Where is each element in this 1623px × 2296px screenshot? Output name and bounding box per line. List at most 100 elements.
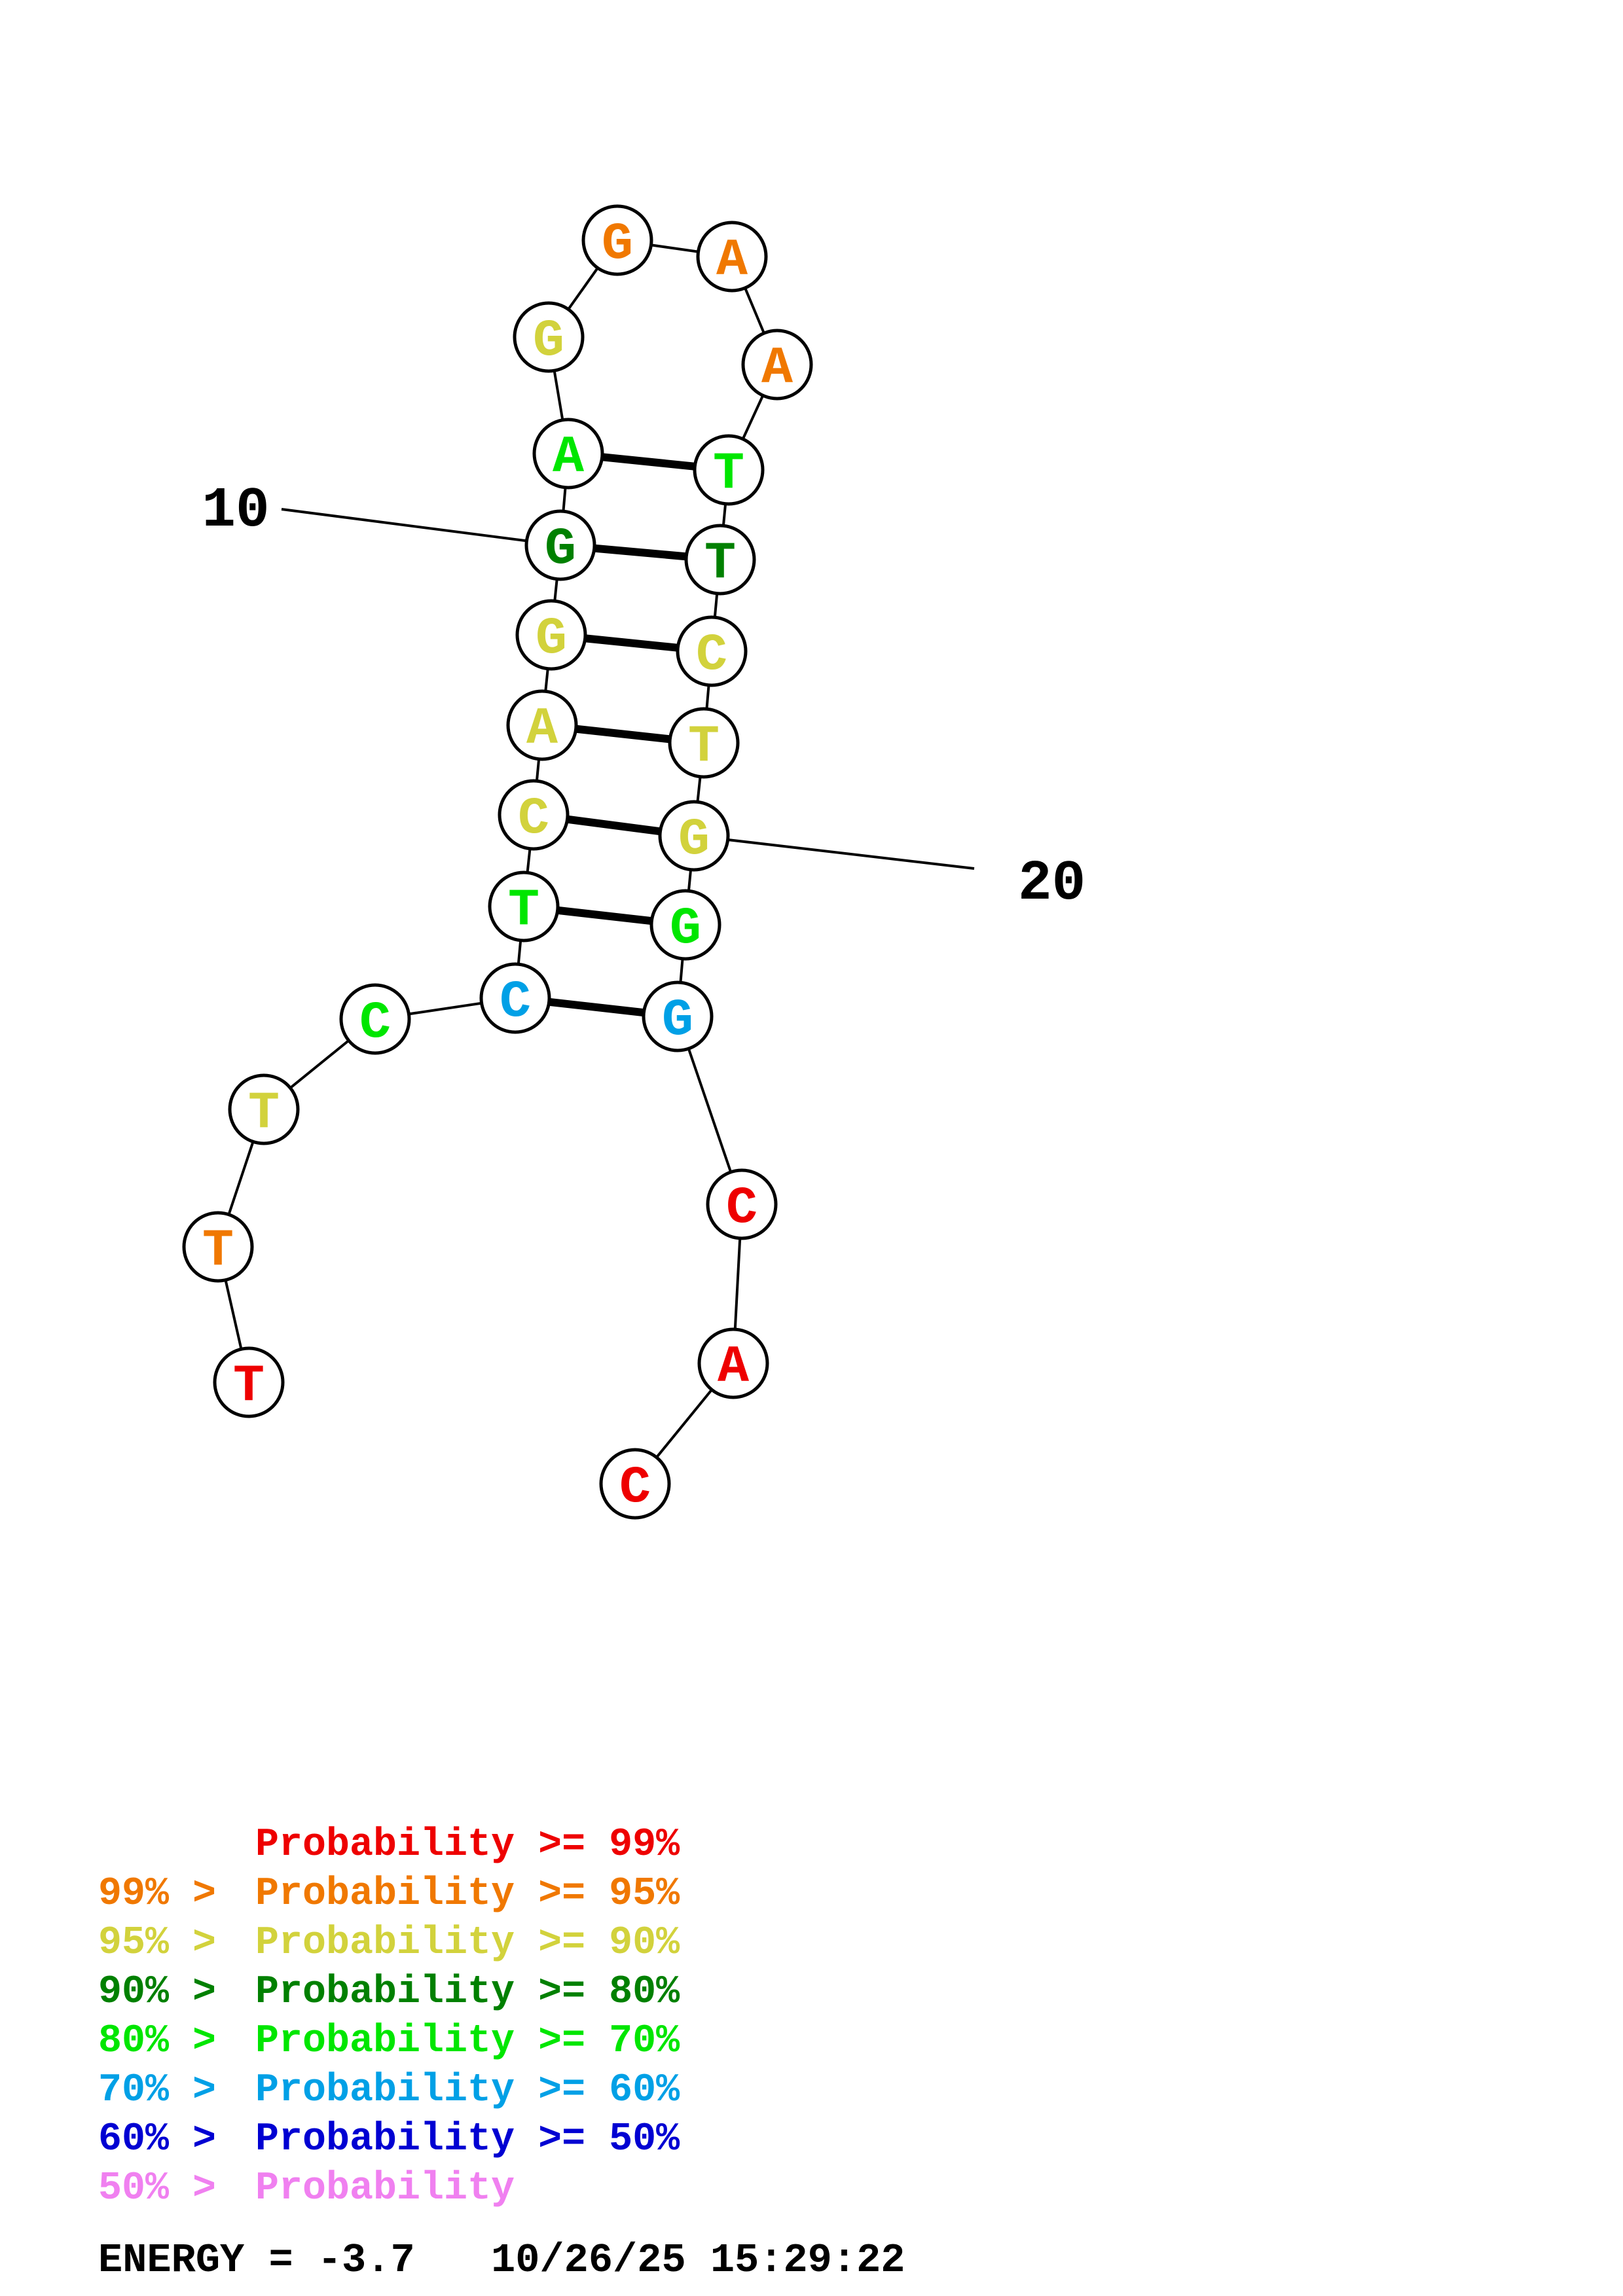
- legend-row: 80% > Probability >= 70%: [98, 2019, 680, 2064]
- position-label: 10: [202, 478, 269, 543]
- nucleotide-circle: [684, 524, 756, 596]
- nucleotide-circle: [642, 980, 714, 1052]
- nucleotide-circle: [693, 434, 765, 506]
- legend-prefix: 70% >: [98, 2068, 240, 2113]
- nucleotide-letter: T: [713, 444, 744, 504]
- nucleotide-circle: [515, 599, 587, 671]
- legend-prefix: 60% >: [98, 2117, 240, 2162]
- legend-text: Probability >= 70%: [255, 2019, 680, 2064]
- nucleotide: A: [696, 221, 768, 293]
- legend-row: 50% > Probability: [98, 2166, 515, 2211]
- nucleotide: G: [649, 889, 721, 961]
- probability-legend: Probability >= 99% 99% > Probability >= 9…: [98, 1823, 680, 2211]
- nucleotide: C: [339, 983, 411, 1055]
- nucleotide-letter: C: [726, 1179, 757, 1238]
- nucleotide: T: [182, 1211, 254, 1283]
- legend-prefix: 50% >: [98, 2166, 240, 2211]
- position-leader-line: [281, 508, 561, 547]
- nucleotide-circle: [513, 301, 585, 373]
- nucleotide-circle: [676, 615, 748, 687]
- nucleotide: A: [741, 329, 813, 401]
- nucleotide-circle: [649, 889, 721, 961]
- legend-row: 99% > Probability >= 95%: [98, 1872, 680, 1916]
- nucleotide: A: [532, 418, 604, 490]
- position-leader-line: [693, 834, 975, 870]
- nucleotide-circle: [697, 1327, 769, 1399]
- nucleotide-letter: T: [688, 717, 720, 777]
- nucleotide-circle: [532, 418, 604, 490]
- nucleotide: C: [479, 962, 551, 1034]
- nucleotide: G: [581, 204, 653, 276]
- nucleotide-letter: G: [536, 609, 567, 669]
- nucleotide-letter: T: [248, 1084, 280, 1143]
- nucleotide: T: [488, 870, 560, 942]
- legend-prefix: 95% >: [98, 1921, 240, 1965]
- nucleotide-circle: [524, 509, 596, 581]
- nucleotide-circle: [741, 329, 813, 401]
- nucleotide: A: [506, 689, 578, 761]
- energy-text: ENERGY = -3.7: [98, 2237, 415, 2284]
- nucleotide: G: [524, 509, 596, 581]
- nucleotide-letter: G: [533, 312, 564, 371]
- legend-row: 70% > Probability >= 60%: [98, 2068, 680, 2113]
- nucleotide-circle: [339, 983, 411, 1055]
- nucleotide-circle: [213, 1346, 285, 1418]
- legend-text: Probability >= 95%: [255, 1872, 680, 1916]
- footer: ENERGY = -3.7 10/26/25 15:29:22: [98, 2237, 905, 2284]
- legend-text: Probability >= 90%: [255, 1921, 680, 1965]
- nucleotide: T: [684, 524, 756, 596]
- timestamp-text: 10/26/25 15:29:22: [491, 2237, 905, 2284]
- nucleotide-letter: A: [718, 1338, 750, 1397]
- nucleotide-letter: G: [678, 810, 710, 870]
- nucleotide: T: [228, 1073, 300, 1145]
- nucleotide-circle: [182, 1211, 254, 1283]
- nucleotide-letter: G: [662, 991, 693, 1050]
- nucleotide: G: [658, 800, 730, 872]
- legend-row: Probability >= 99%: [255, 1823, 680, 1867]
- legend-text: Probability >= 80%: [255, 1970, 680, 2015]
- nucleotide-circle: [228, 1073, 300, 1145]
- nucleotide-circle: [668, 707, 740, 779]
- nucleotide-letter: T: [508, 881, 539, 941]
- nucleotide-letter: G: [670, 899, 701, 959]
- nucleotide-circle: [599, 1448, 671, 1520]
- legend-text: Probability >= 60%: [255, 2068, 680, 2113]
- nucleotide-circle: [479, 962, 551, 1034]
- legend-text: Probability: [255, 2166, 515, 2211]
- nucleotide: T: [693, 434, 765, 506]
- nucleotide-letter: C: [359, 994, 391, 1053]
- nucleotide-letter: A: [553, 428, 585, 488]
- nucleotide: T: [668, 707, 740, 779]
- nucleotide: T: [213, 1346, 285, 1418]
- nucleotide: G: [513, 301, 585, 373]
- nucleotide-circle: [581, 204, 653, 276]
- nucleotide: C: [706, 1168, 778, 1240]
- nucleotide-circle: [706, 1168, 778, 1240]
- nucleotide: C: [498, 779, 570, 851]
- legend-prefix: 80% >: [98, 2019, 240, 2064]
- nucleotide-circle: [498, 779, 570, 851]
- nucleotide-letter: T: [202, 1221, 234, 1281]
- nucleotide-letter: T: [233, 1357, 264, 1416]
- legend-row: 60% > Probability >= 50%: [98, 2117, 680, 2162]
- nucleotide-letter: A: [761, 339, 793, 399]
- legend-prefix: 99% >: [98, 1872, 240, 1916]
- nucleotide-circle: [696, 221, 768, 293]
- legend-row: 90% > Probability >= 80%: [98, 1970, 680, 2015]
- nucleotide-letter: C: [619, 1458, 651, 1518]
- nucleotide-circle: [488, 870, 560, 942]
- legend-prefix: 90% >: [98, 1970, 240, 2015]
- nucleotide-circle: [506, 689, 578, 761]
- legend-text: Probability >= 50%: [255, 2117, 680, 2162]
- nucleotide: C: [676, 615, 748, 687]
- nucleotide-letter: G: [545, 520, 576, 579]
- position-labels: 10 20: [202, 478, 1085, 916]
- nucleotide: G: [515, 599, 587, 671]
- nucleotide-letter: G: [602, 215, 633, 274]
- nucleotide-letter: C: [500, 973, 531, 1032]
- position-label: 20: [1018, 852, 1085, 916]
- nucleotide-circle: [658, 800, 730, 872]
- nucleotide: A: [697, 1327, 769, 1399]
